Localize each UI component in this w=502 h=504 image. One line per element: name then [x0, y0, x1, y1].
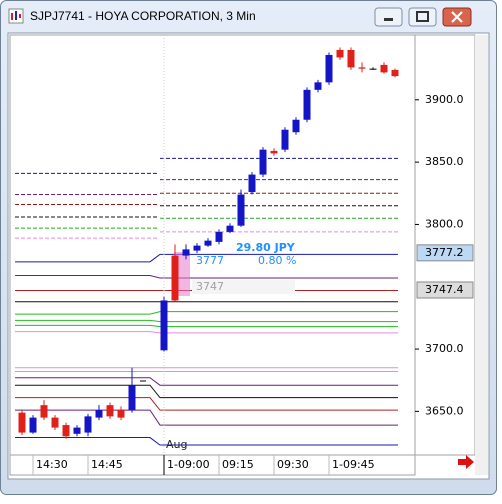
- y-tick-label: 3850.0: [425, 155, 464, 168]
- candle-body: [73, 427, 81, 434]
- window-icon: [8, 8, 24, 24]
- candle-body: [358, 67, 366, 69]
- candle-body: [106, 405, 114, 417]
- x-tick-label: 14:45: [91, 458, 123, 471]
- candle-body: [128, 385, 136, 411]
- level-line: [15, 377, 398, 386]
- candle-body: [40, 405, 48, 418]
- close-button[interactable]: [442, 7, 472, 27]
- candle-body: [369, 68, 377, 70]
- candle-body: [193, 245, 201, 251]
- x-tick-label: 14:30: [36, 458, 68, 471]
- candle-body: [117, 410, 125, 418]
- level-line: [15, 409, 398, 426]
- candle-body: [281, 129, 289, 150]
- candle-body: [204, 240, 212, 246]
- candle-body: [303, 89, 311, 120]
- y-tick-label: 3800.0: [425, 217, 464, 230]
- x-tick-label: 09:30: [277, 458, 309, 471]
- measure-start: 3777: [196, 254, 224, 267]
- level-line: [15, 397, 398, 411]
- measure-end: 3747: [196, 280, 224, 293]
- plot-area: [9, 34, 416, 456]
- price-marker: [416, 281, 474, 299]
- measure-label-bg: [192, 280, 295, 294]
- level-line: [15, 324, 398, 328]
- y-tick-label: 3700.0: [425, 342, 464, 355]
- y-tick-label: 3650.0: [425, 404, 464, 417]
- price-marker-label: 3747.4: [425, 283, 464, 296]
- candle-body: [226, 225, 234, 232]
- level-line: [15, 331, 398, 334]
- candle-body: [347, 49, 355, 68]
- candle-body: [62, 425, 70, 437]
- x-tick-label: 1-09:00: [167, 458, 210, 471]
- y-tick-label: 3900.0: [425, 93, 464, 106]
- price-marker-label: 3777.2: [425, 246, 464, 259]
- candle-body: [84, 416, 92, 433]
- change-amount: 29.80 JPY: [236, 241, 296, 254]
- candle-body: [18, 412, 26, 433]
- time-axis: [9, 454, 416, 476]
- candle-body: [259, 149, 267, 175]
- price-marker: [416, 244, 474, 262]
- level-line: [15, 311, 398, 315]
- maximize-button[interactable]: [408, 7, 437, 27]
- x-tick-label: 09:15: [222, 458, 254, 471]
- window-title: SJPJ7741 - HOYA CORPORATION, 3 Min: [30, 9, 256, 23]
- side-strip: [475, 35, 488, 475]
- candle-body: [237, 194, 245, 226]
- level-line: [15, 384, 398, 399]
- change-percent: 0.80 %: [258, 254, 296, 267]
- period-label: Aug: [166, 438, 187, 451]
- candle-body: [160, 300, 168, 351]
- candle-body: [325, 54, 333, 83]
- scroll-arrow[interactable]: [458, 455, 474, 469]
- candle-body: [51, 417, 59, 428]
- candle-body: [215, 231, 223, 242]
- level-line: [15, 319, 398, 323]
- x-tick-label: 1-09:45: [332, 458, 375, 471]
- candle-body: [270, 150, 278, 154]
- level-line: [15, 275, 398, 279]
- candle-body: [336, 49, 344, 58]
- candle-body: [314, 82, 322, 90]
- minimize-button[interactable]: [374, 7, 403, 27]
- level-line: [15, 253, 398, 263]
- candle-body: [29, 417, 37, 433]
- candle-body: [391, 69, 399, 77]
- candle-body: [292, 119, 300, 133]
- candle-body: [380, 64, 388, 73]
- candle-body: [248, 174, 256, 193]
- candle-body: [95, 410, 103, 418]
- level-line: [15, 437, 398, 446]
- candle-body: [171, 255, 179, 301]
- candle-body: [182, 249, 190, 256]
